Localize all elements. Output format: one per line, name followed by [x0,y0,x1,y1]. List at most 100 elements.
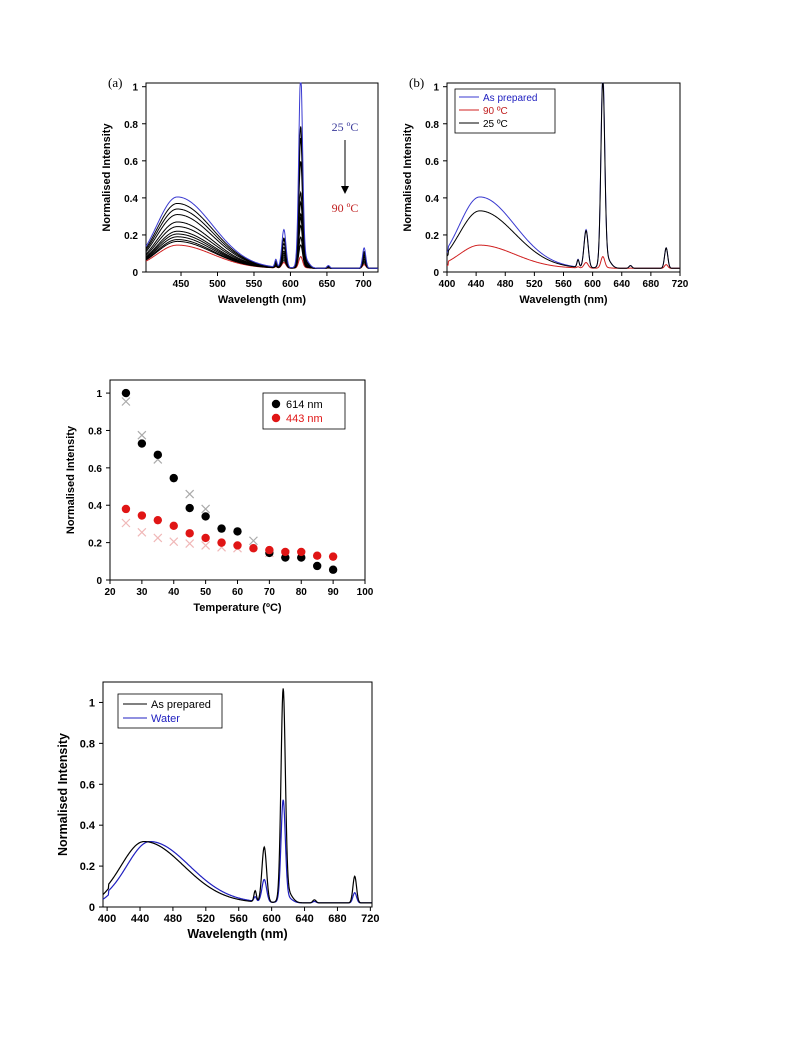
x-tick-label: 680 [643,279,660,290]
x-tick-label: 700 [355,279,372,290]
y-tick-label: 1 [89,697,95,709]
x-tick-label: 20 [104,587,116,598]
x-tick-label: 440 [131,913,149,925]
x-tick-label: 50 [200,587,212,598]
x-axis-label: Wavelength (nm) [519,294,608,306]
x-tick-label: 650 [319,279,336,290]
panel-label: (b) [409,75,424,90]
y-tick-label: 1 [433,83,439,94]
x-tick-label: 680 [328,913,346,925]
scatter-point-0 [121,388,131,398]
y-tick-label: 0 [89,902,95,914]
legend-label: 614 nm [286,399,323,411]
y-axis-label: Normalised Intensity [402,123,414,232]
series-line-2 [102,799,372,904]
x-tick-label: 40 [168,587,180,598]
scatter-point-0 [185,503,194,513]
y-tick-label: 0.6 [425,157,439,168]
arrow-head [341,186,349,194]
legend-label: As prepared [483,93,537,104]
x-tick-label: 90 [328,587,340,598]
chart-a: 450 500 550 600 650 700 0 0.2 0.4 0.6 0.8 1 Waveleng… [101,75,379,306]
panel-label: (a) [108,75,122,90]
y-tick-label: 0.6 [88,464,102,475]
x-tick-label: 720 [361,913,379,925]
scatter-point-0 [169,473,178,483]
x-tick-label: 500 [209,279,226,290]
x-tick-label: 80 [296,587,308,598]
y-tick-label: 0.8 [88,426,102,437]
series-line-8 [145,216,378,269]
chart-c: 20 30 40 50 60 70 80 90 100 0 0.2 0.4 0.6 0.8 1 Tempera… [65,379,374,614]
y-tick-label: 0.2 [80,861,95,873]
y-tick-label: 0.6 [124,157,138,168]
series-line-1 [102,688,372,904]
scatter-point-1 [217,538,226,547]
x-tick-label: 720 [672,279,689,290]
scatter-cross [185,539,195,548]
x-tick-label: 600 [262,913,280,925]
scatter-point-1 [265,545,274,555]
y-tick-label: 0 [96,576,102,587]
y-axis-label: Normalised Intensity [101,123,113,232]
chart-d: 400 440 480 520 560 600 640 680 720 0 0.2 0.4 0.6 0.8… [56,681,380,941]
scatter-point-1 [137,511,147,520]
y-tick-label: 0.8 [124,120,138,131]
x-tick-label: 480 [164,913,182,925]
y-tick-label: 1 [96,389,102,400]
y-tick-label: 0.4 [425,194,439,205]
x-tick-label: 60 [232,587,244,598]
y-tick-label: 0.2 [425,231,439,242]
x-tick-label: 440 [468,279,485,290]
scatter-point-0 [201,512,210,521]
y-tick-label: 0.4 [88,501,102,512]
legend-box [117,693,223,729]
legend-marker [271,399,281,409]
legend-label: 25 ºC [483,119,508,130]
scatter-cross [185,489,195,499]
scatter-cross [121,397,131,406]
legend-label: As prepared [151,699,211,711]
scatter-point-1 [281,547,290,557]
legend-box [262,392,346,430]
x-axis-label: Temperature (ºC) [193,602,281,614]
series-line-3 [446,82,680,269]
scatter-point-1 [328,552,338,561]
scatter-point-1 [312,551,322,560]
y-tick-label: 0.4 [124,194,138,205]
scatter-cross [121,518,131,528]
x-tick-label: 640 [613,279,630,290]
plot-frame [145,82,379,273]
y-tick-label: 0.2 [124,231,138,242]
legend: As prepared 90 ºC 25 ºC [454,88,556,134]
scatter-point-1 [249,544,258,553]
scatter-cross [153,533,163,543]
scatter-point-1 [169,521,178,530]
scatter-point-1 [121,504,131,514]
x-tick-label: 600 [282,279,299,290]
legend-label: Water [151,713,180,725]
y-tick-label: 0 [433,268,439,279]
scatter-cross [137,527,147,537]
scatter-point-1 [201,533,210,543]
scatter-point-1 [233,541,242,550]
x-axis-label: Wavelength (nm) [218,294,307,306]
x-tick-label: 30 [136,587,148,598]
scatter-cross [169,537,179,547]
x-tick-label: 70 [264,587,276,598]
legend: As prepared Water [117,693,223,729]
y-tick-label: 0.8 [80,738,95,750]
legend-label: 90 ºC [483,106,508,117]
x-tick-label: 480 [497,279,514,290]
scatter-cross [201,504,211,514]
y-tick-label: 1 [132,83,138,94]
y-tick-label: 0.4 [80,820,96,832]
scatter-point-0 [153,450,163,459]
plot-frame [102,681,373,908]
x-tick-label: 560 [555,279,572,290]
x-tick-label: 640 [295,913,313,925]
y-axis-label: Normalised Intensity [65,425,77,534]
y-tick-label: 0.6 [80,779,95,791]
y-axis-label: Normalised Intensity [56,733,70,856]
scatter-cross [137,430,147,440]
